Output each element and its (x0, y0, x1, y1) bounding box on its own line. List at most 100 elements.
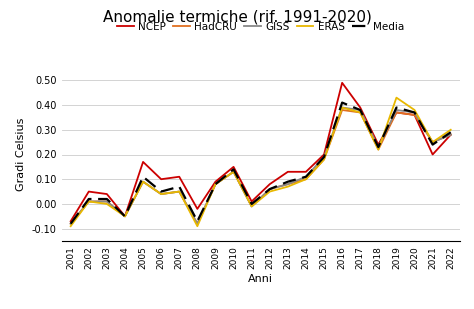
Media (285, 180, 291, 184)
GISS (339, 106, 345, 109)
GISS (122, 214, 128, 218)
NCEP (393, 111, 399, 114)
ERAS (194, 224, 200, 228)
Line: Media: Media (71, 103, 451, 224)
ERAS (321, 158, 327, 161)
Y-axis label: Gradi Celsius: Gradi Celsius (16, 118, 27, 191)
Media (194, 219, 200, 223)
ERAS (158, 192, 164, 196)
HadCRU (231, 170, 237, 174)
HadCRU (393, 111, 399, 114)
NCEP (430, 153, 436, 156)
NCEP (104, 192, 109, 196)
NCEP (86, 190, 91, 193)
GISS (140, 180, 146, 184)
Media (375, 145, 381, 149)
ERAS (86, 200, 91, 203)
Media (122, 214, 128, 218)
NCEP (412, 113, 418, 117)
HadCRU (412, 113, 418, 117)
Media (231, 167, 237, 171)
GISS (303, 175, 309, 179)
GISS (176, 190, 182, 193)
GISS (430, 140, 436, 144)
ERAS (430, 140, 436, 144)
GISS (285, 182, 291, 186)
HadCRU (430, 140, 436, 144)
Media (140, 175, 146, 179)
HadCRU (176, 190, 182, 193)
NCEP (375, 143, 381, 146)
NCEP (249, 200, 255, 203)
ERAS (249, 205, 255, 208)
NCEP (285, 170, 291, 174)
GISS (249, 205, 255, 208)
HadCRU (86, 200, 91, 203)
GISS (194, 222, 200, 226)
HadCRU (158, 192, 164, 196)
Media (68, 222, 73, 226)
HadCRU (213, 182, 219, 186)
Line: HadCRU: HadCRU (71, 110, 451, 224)
GISS (213, 182, 219, 186)
ERAS (68, 224, 73, 228)
GISS (68, 222, 73, 226)
ERAS (285, 185, 291, 188)
Line: GISS: GISS (71, 108, 451, 224)
ERAS (140, 180, 146, 184)
Media (430, 143, 436, 146)
GISS (375, 145, 381, 149)
HadCRU (448, 133, 454, 137)
Media (267, 187, 273, 191)
Line: ERAS: ERAS (71, 98, 451, 226)
Media (176, 185, 182, 188)
GISS (321, 155, 327, 159)
Media (104, 197, 109, 201)
Media (321, 155, 327, 159)
ERAS (104, 202, 109, 206)
HadCRU (249, 205, 255, 208)
GISS (158, 192, 164, 196)
ERAS (176, 190, 182, 193)
NCEP (321, 153, 327, 156)
Legend: NCEP, HadCRU, GISS, ERAS, Media: NCEP, HadCRU, GISS, ERAS, Media (113, 18, 408, 36)
NCEP (176, 175, 182, 179)
NCEP (122, 214, 128, 218)
Line: NCEP: NCEP (71, 83, 451, 221)
Media (412, 111, 418, 114)
NCEP (194, 207, 200, 211)
HadCRU (321, 158, 327, 161)
NCEP (303, 170, 309, 174)
Media (86, 197, 91, 201)
GISS (231, 170, 237, 174)
NCEP (68, 219, 73, 223)
Media (158, 190, 164, 193)
GISS (267, 187, 273, 191)
GISS (357, 108, 363, 112)
NCEP (448, 133, 454, 137)
ERAS (213, 182, 219, 186)
HadCRU (375, 148, 381, 151)
Media (393, 106, 399, 109)
GISS (393, 108, 399, 112)
ERAS (393, 96, 399, 99)
HadCRU (68, 222, 73, 226)
ERAS (231, 170, 237, 174)
NCEP (267, 182, 273, 186)
Media (303, 175, 309, 179)
ERAS (303, 177, 309, 181)
Media (249, 202, 255, 206)
HadCRU (194, 222, 200, 226)
GISS (86, 200, 91, 203)
NCEP (158, 177, 164, 181)
HadCRU (357, 111, 363, 114)
Media (357, 108, 363, 112)
HadCRU (104, 200, 109, 203)
NCEP (339, 81, 345, 85)
ERAS (267, 190, 273, 193)
ERAS (122, 214, 128, 218)
NCEP (140, 160, 146, 164)
NCEP (231, 165, 237, 169)
ERAS (448, 128, 454, 132)
ERAS (375, 148, 381, 151)
